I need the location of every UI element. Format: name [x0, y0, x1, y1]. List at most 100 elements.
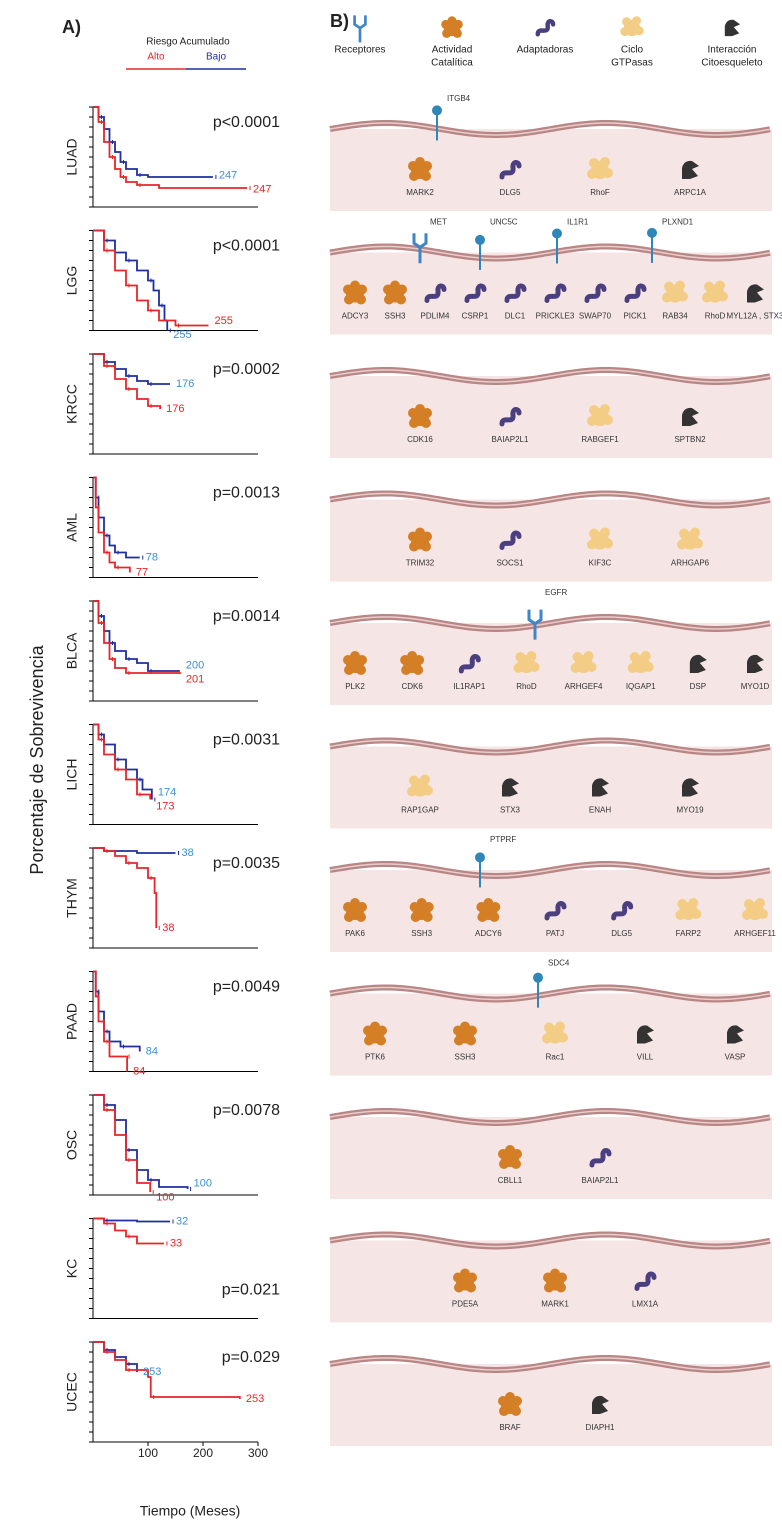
catalytic-icon	[466, 1283, 476, 1293]
catalytic-icon	[460, 1269, 470, 1279]
receptor-icon	[552, 228, 562, 238]
protein-label: PAK6	[345, 929, 365, 938]
n-label: 173	[156, 800, 174, 812]
protein-label: DSP	[690, 682, 706, 691]
n-label: 200	[186, 659, 204, 671]
survival-curve	[93, 972, 140, 1052]
legend-label: Alto	[147, 52, 165, 63]
x-tick-label: 300	[248, 1446, 268, 1460]
chart-title: THYM	[64, 878, 80, 918]
chart-title: BLCA	[64, 632, 80, 669]
catalytic-icon	[415, 404, 425, 414]
legend-label: Receptores	[334, 45, 385, 56]
protein-label: ENAH	[589, 806, 611, 815]
protein-label: LMX1A	[632, 1300, 659, 1309]
protein-label: IL1RAP1	[453, 682, 486, 691]
protein-label: ARHGEF11	[734, 929, 776, 938]
gtpase-icon	[600, 157, 610, 167]
receptor-label: UNC5C	[490, 218, 518, 227]
legend-label: Actividad	[432, 45, 473, 56]
gtpase-icon	[600, 528, 610, 538]
cell-interior	[330, 870, 772, 952]
survival-curve	[93, 601, 180, 671]
protein-label: SOCS1	[496, 559, 524, 568]
protein-label: RAB34	[662, 312, 688, 321]
protein-label: PATJ	[546, 929, 564, 938]
protein-label: MYO19	[676, 806, 704, 815]
gtpase-icon	[526, 651, 536, 661]
catalytic-icon	[356, 912, 366, 922]
gtpase-icon	[622, 17, 631, 26]
catalytic-icon	[421, 171, 431, 181]
gtpase-icon	[589, 405, 599, 415]
protein-label: PDE5A	[452, 1300, 479, 1309]
p-value: p=0.0013	[213, 485, 280, 502]
catalytic-icon	[505, 1392, 515, 1402]
n-label: 100	[194, 1177, 212, 1189]
catalytic-icon	[499, 1159, 509, 1169]
y-axis-label: Porcentaje de Sobrevivencia	[27, 644, 47, 874]
protein-label: TRIM32	[406, 559, 435, 568]
gtpase-icon	[628, 663, 638, 673]
gtpase-icon	[664, 282, 674, 292]
chart-title: LICH	[64, 759, 80, 791]
gtpase-icon	[423, 786, 433, 796]
n-label: 253	[143, 1366, 161, 1378]
n-label: 176	[166, 403, 184, 415]
p-value: p<0.0001	[213, 238, 280, 255]
cell-interior	[330, 129, 772, 211]
gtpase-icon	[702, 293, 712, 303]
gtpase-icon	[677, 540, 687, 550]
catalytic-icon	[448, 16, 457, 25]
protein-label: CSRP1	[462, 312, 489, 321]
legend-label: Interacción	[708, 45, 757, 56]
survival-curve	[93, 354, 160, 409]
gtpase-icon	[542, 1034, 552, 1044]
legend-label: Ciclo	[621, 45, 644, 56]
survival-curve	[93, 478, 130, 573]
catalytic-icon	[407, 651, 417, 661]
protein-label: PDLIM4	[421, 312, 450, 321]
catalytic-icon	[344, 295, 354, 305]
x-axis-label: Tiempo (Meses)	[140, 1503, 241, 1519]
gtpase-icon	[587, 416, 597, 426]
gtpase-icon	[587, 540, 597, 550]
gtpase-icon	[513, 663, 523, 673]
chart-title: PAAD	[64, 1003, 80, 1040]
chart-title: OSC	[64, 1130, 80, 1160]
n-label: 84	[133, 1065, 145, 1077]
protein-label: DLG5	[611, 929, 632, 938]
catalytic-icon	[544, 1283, 554, 1293]
catalytic-icon	[442, 29, 451, 38]
catalytic-icon	[411, 912, 421, 922]
catalytic-icon	[423, 912, 433, 922]
panel-label: A)	[62, 17, 81, 37]
protein-label: RABGEF1	[581, 435, 619, 444]
n-label: 253	[246, 1393, 264, 1405]
n-label: 176	[176, 378, 194, 390]
catalytic-icon	[376, 1036, 386, 1046]
receptor-icon	[533, 973, 543, 983]
n-label: 247	[253, 183, 271, 195]
gtpase-icon	[584, 651, 594, 661]
catalytic-icon	[350, 898, 360, 908]
catalytic-icon	[413, 665, 423, 675]
gtpase-icon	[409, 776, 419, 786]
cell-interior	[330, 1117, 772, 1199]
catalytic-icon	[350, 651, 360, 661]
n-label: 174	[158, 786, 176, 798]
receptor-label: ITGB4	[447, 94, 471, 103]
p-value: p=0.0078	[213, 1102, 280, 1119]
p-value: p=0.0035	[213, 855, 280, 872]
gtpase-icon	[675, 910, 685, 920]
protein-label: BAIAP2L1	[492, 435, 529, 444]
cell-interior	[330, 623, 772, 705]
n-label: 78	[146, 551, 158, 563]
catalytic-icon	[483, 898, 493, 908]
gtpase-icon	[742, 910, 752, 920]
gtpase-icon	[691, 909, 701, 919]
gtpase-icon	[688, 898, 698, 908]
protein-label: STX3	[500, 806, 521, 815]
p-value: p=0.0002	[213, 361, 280, 378]
n-label: 100	[156, 1191, 174, 1203]
